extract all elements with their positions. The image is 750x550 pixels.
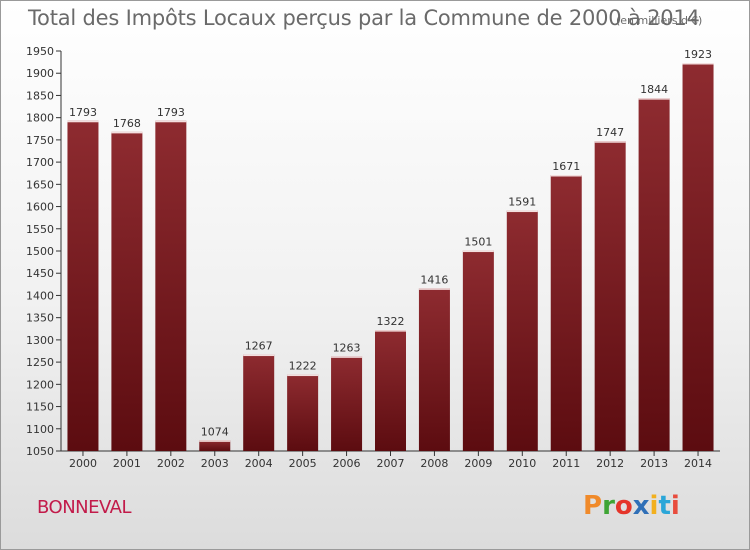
bar-top-highlight: [550, 175, 582, 177]
logo-letter: x: [632, 491, 650, 521]
bar: [506, 210, 538, 451]
bar: [594, 141, 626, 451]
y-tick-label: 1800: [26, 112, 54, 125]
x-tick-label: 2013: [640, 457, 668, 470]
y-tick-label: 1300: [26, 334, 54, 347]
data-label: 1501: [464, 236, 492, 249]
data-label: 1074: [201, 425, 229, 438]
bar-top-highlight: [199, 440, 231, 442]
data-label: 1747: [596, 126, 624, 139]
data-label: 1671: [552, 160, 580, 173]
data-label: 1591: [508, 196, 536, 209]
logo-letter: r: [602, 491, 615, 521]
data-label: 1416: [420, 273, 448, 286]
y-tick-label: 1050: [26, 445, 54, 458]
bar-top-highlight: [243, 354, 275, 357]
bar: [331, 356, 363, 451]
bar: [287, 374, 319, 451]
bar-top-highlight: [375, 330, 406, 332]
y-tick-label: 1650: [26, 178, 54, 191]
bar: [199, 440, 231, 451]
bar: [375, 330, 406, 451]
x-tick-label: 2007: [377, 457, 405, 470]
commune-name: BONNEVAL: [37, 497, 132, 518]
x-tick-label: 2001: [113, 457, 141, 470]
bar: [638, 98, 670, 451]
data-label: 1793: [157, 106, 185, 119]
chart-title: Total des Impôts Locaux perçus par la Co…: [28, 6, 700, 30]
bar-top-highlight: [682, 63, 714, 65]
bar-top-highlight: [111, 131, 143, 134]
bar-top-highlight: [418, 288, 450, 290]
data-label: 1844: [640, 83, 668, 96]
y-axis: 1050 1100 1150 1200 1250 1300 1350 1400 1450 1500…: [26, 45, 62, 458]
bar-top-highlight: [506, 210, 538, 213]
y-tick-label: 1150: [26, 401, 54, 414]
y-tick-label: 1700: [26, 156, 54, 169]
y-tick-label: 1100: [26, 423, 54, 436]
y-tick-label: 1950: [26, 45, 54, 58]
bar-top-highlight: [331, 356, 363, 358]
bar-top-highlight: [67, 120, 99, 123]
bar-top-highlight: [155, 120, 187, 123]
bar: [111, 131, 143, 451]
bar: [155, 120, 187, 452]
bar-top-highlight: [287, 374, 319, 377]
bar-top-highlight: [462, 250, 494, 253]
chart-unit-note: (en milliers d'€): [616, 14, 703, 27]
y-tick-label: 1250: [26, 356, 54, 369]
x-tick-label: 2005: [289, 457, 317, 470]
bar-top-highlight: [594, 141, 626, 143]
y-tick-label: 1450: [26, 267, 54, 280]
x-tick-label: 2009: [464, 457, 492, 470]
bar-series: [67, 63, 714, 452]
bar: [462, 250, 494, 451]
data-label: 1768: [113, 117, 141, 130]
bar: [67, 120, 99, 452]
bar-top-highlight: [638, 98, 670, 100]
y-tick-label: 1900: [26, 67, 54, 80]
bar: [550, 175, 582, 451]
x-tick-label: 2014: [684, 457, 712, 470]
x-tick-label: 2003: [201, 457, 229, 470]
y-tick-label: 1750: [26, 134, 54, 147]
logo-letter: i: [649, 491, 659, 521]
logo-letter: t: [658, 491, 671, 521]
y-tick-label: 1500: [26, 245, 54, 258]
y-tick-label: 1350: [26, 312, 54, 325]
data-label: 1793: [69, 106, 97, 119]
x-tick-label: 2011: [552, 457, 580, 470]
data-labels: 1793 1768 1793 1074 1267 1222 1263 1322 1416 1501…: [69, 48, 712, 438]
y-tick-label: 1850: [26, 89, 54, 102]
x-tick-label: 2010: [508, 457, 536, 470]
bar: [418, 288, 450, 451]
y-tick-label: 1600: [26, 201, 54, 214]
data-label: 1923: [684, 48, 712, 61]
x-axis: 2000 2001 2002 2003 2004 2005 2006 2007 2008 2009…: [61, 450, 720, 470]
y-tick-label: 1400: [26, 289, 54, 302]
bar: [243, 354, 275, 451]
proxiti-logo[interactable]: Proxiti: [583, 489, 693, 523]
x-tick-label: 2012: [596, 457, 624, 470]
y-tick-label: 1550: [26, 223, 54, 236]
data-label: 1267: [245, 340, 273, 353]
logo-letter: o: [614, 491, 633, 521]
x-tick-label: 2002: [157, 457, 185, 470]
x-tick-label: 2000: [69, 457, 97, 470]
y-tick-label: 1200: [26, 378, 54, 391]
data-label: 1322: [377, 315, 405, 328]
logo-letter: P: [583, 491, 603, 521]
bar: [682, 63, 714, 451]
x-tick-label: 2006: [333, 457, 361, 470]
x-tick-label: 2004: [245, 457, 273, 470]
data-label: 1222: [289, 360, 317, 373]
logo-letter: i: [670, 491, 680, 521]
x-tick-label: 2008: [420, 457, 448, 470]
data-label: 1263: [333, 341, 361, 354]
